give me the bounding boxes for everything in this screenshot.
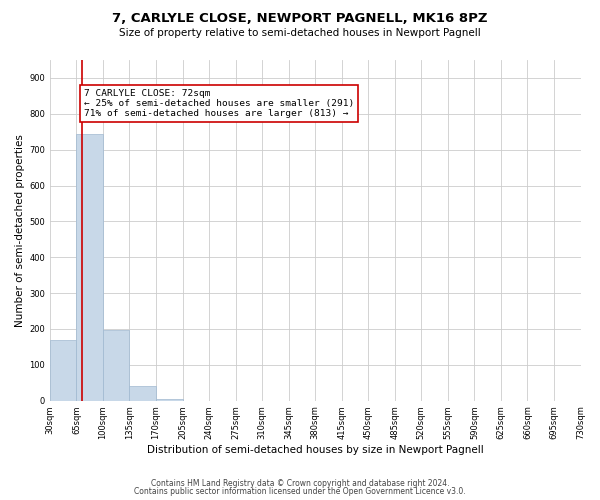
Text: 7 CARLYLE CLOSE: 72sqm
← 25% of semi-detached houses are smaller (291)
71% of se: 7 CARLYLE CLOSE: 72sqm ← 25% of semi-det…: [84, 88, 354, 118]
Bar: [76, 134, 103, 400]
Bar: [103, 330, 130, 400]
X-axis label: Distribution of semi-detached houses by size in Newport Pagnell: Distribution of semi-detached houses by …: [147, 445, 484, 455]
Text: Contains public sector information licensed under the Open Government Licence v3: Contains public sector information licen…: [134, 487, 466, 496]
Y-axis label: Number of semi-detached properties: Number of semi-detached properties: [15, 134, 25, 327]
Bar: [50, 340, 76, 400]
Bar: [130, 386, 156, 400]
Bar: [156, 399, 182, 400]
Text: Contains HM Land Registry data © Crown copyright and database right 2024.: Contains HM Land Registry data © Crown c…: [151, 478, 449, 488]
Text: Size of property relative to semi-detached houses in Newport Pagnell: Size of property relative to semi-detach…: [119, 28, 481, 38]
Text: 7, CARLYLE CLOSE, NEWPORT PAGNELL, MK16 8PZ: 7, CARLYLE CLOSE, NEWPORT PAGNELL, MK16 …: [112, 12, 488, 26]
